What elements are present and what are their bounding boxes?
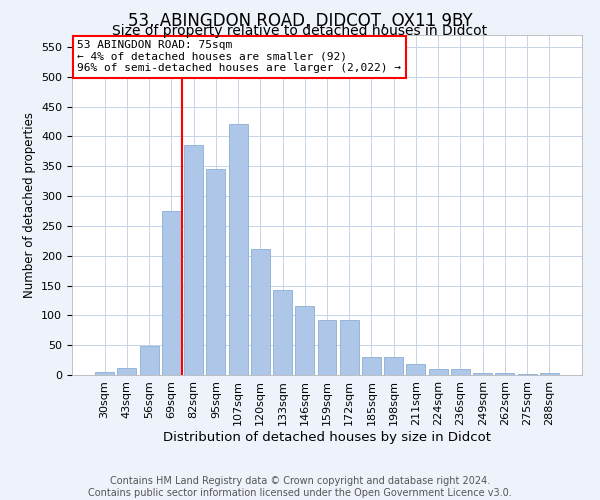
Y-axis label: Number of detached properties: Number of detached properties (23, 112, 35, 298)
Bar (273, 290, 292, 375)
Bar (496, 373, 514, 375)
Bar (317, 320, 337, 375)
Bar (473, 372, 492, 375)
Bar (229, 124, 248, 375)
Bar (451, 369, 470, 375)
Bar (362, 357, 381, 375)
Bar (162, 211, 181, 375)
Bar (295, 306, 314, 375)
Bar (429, 369, 448, 375)
Bar (340, 320, 359, 375)
Bar (118, 368, 136, 375)
X-axis label: Distribution of detached houses by size in Didcot: Distribution of detached houses by size … (163, 430, 491, 444)
Bar (518, 374, 536, 375)
Text: Contains HM Land Registry data © Crown copyright and database right 2024.
Contai: Contains HM Land Registry data © Crown c… (88, 476, 512, 498)
Bar (95, 372, 114, 375)
Bar (206, 169, 225, 375)
Bar (140, 346, 158, 375)
Bar (184, 146, 203, 375)
Bar (251, 248, 270, 375)
Text: 53 ABINGDON ROAD: 75sqm
← 4% of detached houses are smaller (92)
96% of semi-det: 53 ABINGDON ROAD: 75sqm ← 4% of detached… (77, 40, 401, 74)
Text: 53, ABINGDON ROAD, DIDCOT, OX11 9BY: 53, ABINGDON ROAD, DIDCOT, OX11 9BY (128, 12, 472, 30)
Bar (540, 373, 559, 375)
Bar (406, 364, 425, 375)
Text: Size of property relative to detached houses in Didcot: Size of property relative to detached ho… (112, 24, 488, 38)
Bar (384, 357, 403, 375)
